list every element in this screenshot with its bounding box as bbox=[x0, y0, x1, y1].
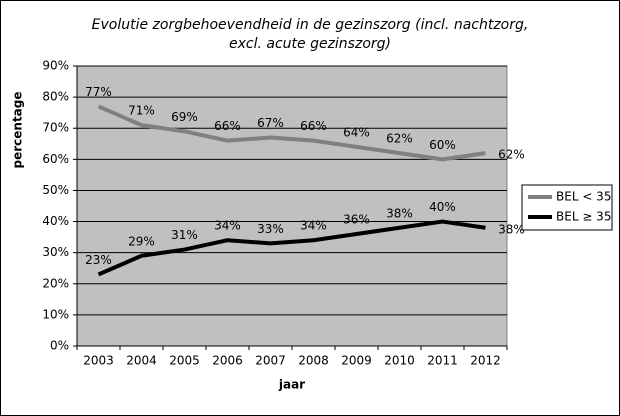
y-tick-label: 40% bbox=[42, 214, 69, 228]
value-label: 34% bbox=[300, 219, 327, 233]
x-tick-label: 2012 bbox=[470, 354, 501, 368]
y-tick-label: 70% bbox=[42, 121, 69, 135]
value-label: 34% bbox=[214, 219, 241, 233]
value-label: 40% bbox=[429, 200, 456, 214]
y-tick-label: 60% bbox=[42, 152, 69, 166]
chart-title: Evolutie zorgbehoevendheid in de gezinsz… bbox=[92, 17, 529, 33]
value-label: 69% bbox=[171, 110, 198, 124]
y-tick-label: 20% bbox=[42, 276, 69, 290]
y-tick-label: 50% bbox=[42, 183, 69, 197]
plot-area bbox=[76, 65, 508, 347]
value-label: 33% bbox=[257, 222, 284, 236]
y-tick-label: 30% bbox=[42, 245, 69, 259]
y-tick-label: 0% bbox=[50, 339, 69, 353]
value-label: 77% bbox=[85, 85, 112, 99]
y-tick-label: 10% bbox=[42, 307, 69, 321]
legend-label: BEL ≥ 35 bbox=[556, 210, 611, 224]
y-tick-label: 80% bbox=[42, 90, 69, 104]
y-axis-title: percentage bbox=[11, 91, 25, 168]
x-tick-label: 2011 bbox=[427, 354, 458, 368]
x-tick-label: 2005 bbox=[169, 354, 200, 368]
value-label: 31% bbox=[171, 228, 198, 242]
y-tick-label: 90% bbox=[42, 59, 69, 73]
value-label: 64% bbox=[343, 125, 370, 139]
value-label: 71% bbox=[128, 104, 155, 118]
x-axis-title: jaar bbox=[278, 378, 305, 392]
chart-title: excl. acute gezinszorg) bbox=[229, 36, 391, 52]
value-label: 38% bbox=[386, 206, 413, 220]
x-tick-label: 2006 bbox=[212, 354, 243, 368]
value-label: 23% bbox=[85, 253, 112, 267]
x-tick-label: 2003 bbox=[83, 354, 114, 368]
value-label: 62% bbox=[498, 148, 525, 162]
x-tick-label: 2009 bbox=[341, 354, 372, 368]
series-line bbox=[97, 104, 486, 162]
x-tick-label: 2008 bbox=[298, 354, 329, 368]
legend bbox=[521, 184, 613, 231]
value-label: 66% bbox=[300, 119, 327, 133]
value-label: 66% bbox=[214, 119, 241, 133]
value-label: 38% bbox=[498, 222, 525, 236]
series-line bbox=[97, 219, 486, 277]
value-label: 62% bbox=[386, 132, 413, 146]
x-tick-label: 2010 bbox=[384, 354, 415, 368]
x-tick-label: 2007 bbox=[255, 354, 286, 368]
value-label: 29% bbox=[128, 234, 155, 248]
value-label: 36% bbox=[343, 213, 370, 227]
value-label: 60% bbox=[429, 138, 456, 152]
value-label: 67% bbox=[257, 116, 284, 130]
legend-label: BEL < 35 bbox=[556, 190, 611, 204]
x-tick-label: 2004 bbox=[126, 354, 157, 368]
